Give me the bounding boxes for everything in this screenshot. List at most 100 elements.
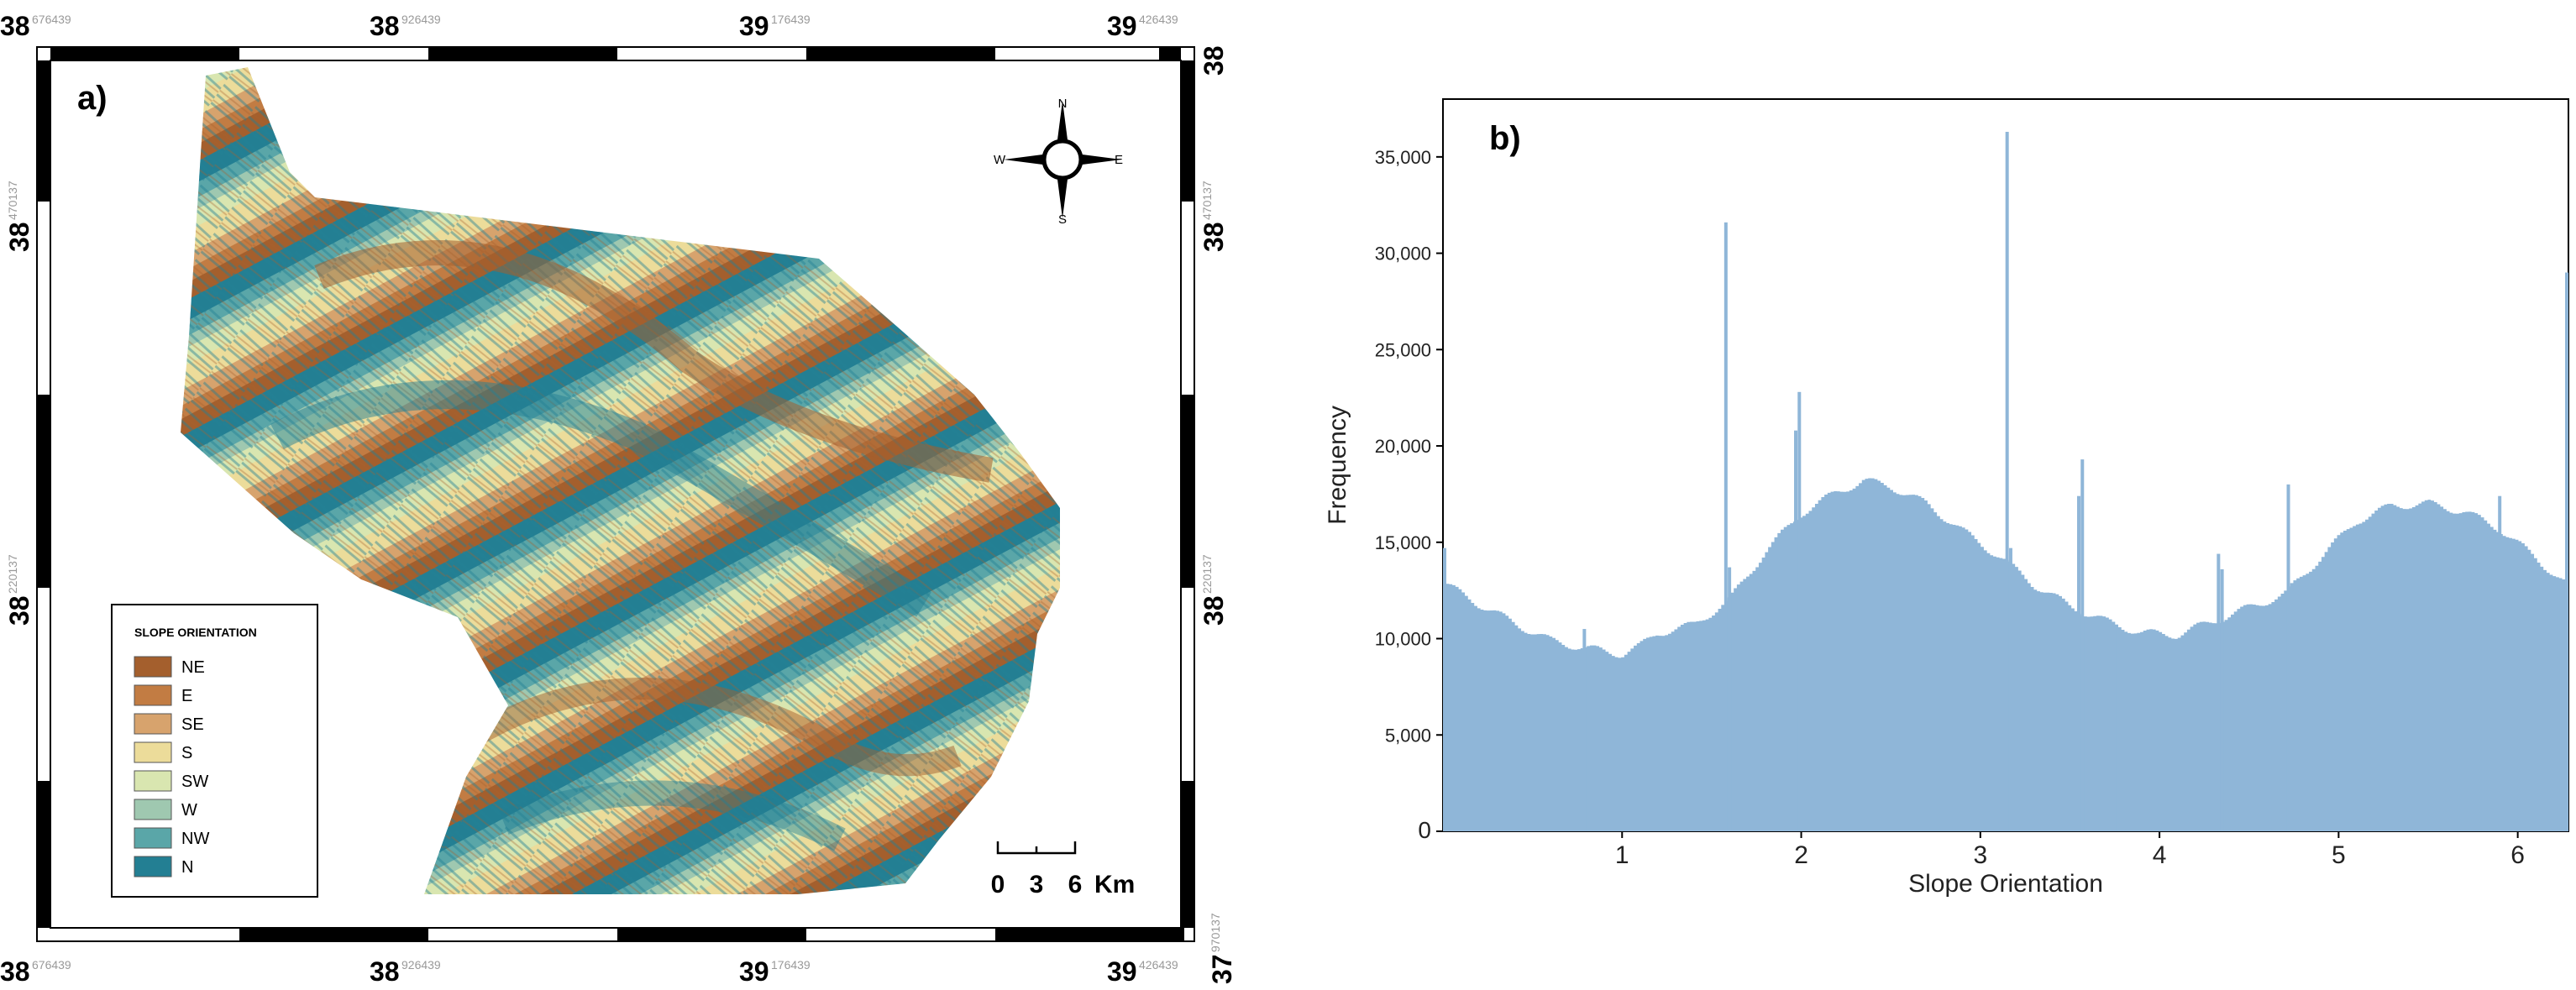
scale-bar: 0 3 6 Km [991,841,1135,898]
scale-bar-line [996,841,1077,855]
x-tick-label: 2 [1794,841,1808,869]
grid-label-sup: 426439 [1139,13,1178,26]
grid-label-sup: 470137 [6,181,19,220]
legend-swatch-ne [134,656,172,678]
grid-label-sup: 970137 [1209,913,1222,952]
x-tick-label: 3 [1973,841,1987,869]
legend-label-w: W [181,801,197,820]
legend-label-se: SE [181,715,204,734]
grid-label-main: 39 [739,11,769,41]
histogram-spike [2076,495,2080,831]
histogram-spike [2220,568,2224,831]
legend-swatch-e [134,684,172,706]
histogram-spike [1728,567,1732,831]
compass-n-label: N [1058,97,1068,111]
histogram-spike [2498,495,2502,831]
grid-label-main: 37 [1207,954,1237,984]
grid-label: 37 970137 [1207,913,1237,984]
grid-label: 39 426439 [1107,956,1178,987]
grid-label: 38 [1199,45,1229,76]
legend-swatch-n [134,856,172,877]
grid-label-sup: 176439 [771,13,811,26]
scale-unit: Km [1094,871,1135,898]
histogram-panel: 0 5,000 10,000 15,000 20,000 25,000 30,000 35,0… [1324,98,2569,898]
frame-tick-left [37,395,50,588]
legend-label-s: S [181,744,192,762]
legend-swatch-sw [134,770,172,792]
y-axis-ticks: 0 5,000 10,000 15,000 20,000 25,000 30,000 35,0… [1375,147,1443,843]
grid-label-main: 38 [4,222,34,252]
legend-label-ne: NE [181,658,205,677]
grid-label: 39 176439 [739,11,811,41]
frame-tick-left [37,781,50,928]
y-tick-label: 30,000 [1375,244,1431,265]
y-axis-label: Frequency [1324,406,1351,525]
grid-label-main: 39 [1107,11,1137,41]
frame-tick-top [428,47,617,60]
frame-tick-top [50,47,239,60]
grid-label-sup: 220137 [6,554,19,594]
x-axis-label: Slope Orientation [1908,870,2103,898]
grid-label-main: 38 [370,11,400,41]
x-tick-label: 6 [2510,841,2525,869]
y-tick-label: 20,000 [1375,436,1431,457]
compass-ring-icon [1041,139,1083,181]
frame-tick-bottom [995,928,1184,941]
legend-label-sw: SW [181,773,208,791]
legend-items: NE E SE S SW W NW N [134,656,209,877]
grid-label-sup: 220137 [1200,554,1214,594]
histogram-spike [1723,222,1728,831]
grid-label: 38 926439 [370,11,441,41]
x-tick-label: 4 [2153,841,2167,869]
grid-label-main: 38 [0,956,30,987]
legend-title: SLOPE ORIENTATION [134,626,257,639]
grid-label: 38 470137 [4,181,34,252]
histogram-spike [1797,391,1802,831]
scale-tick-3: 3 [1030,871,1044,898]
grid-label: 38 676439 [0,956,71,987]
histogram-spike [2005,132,2009,832]
grid-label: 39 176439 [739,956,811,987]
grid-label-sup: 470137 [1200,181,1214,220]
legend-swatch-nw [134,827,172,849]
histogram-spike [2112,625,2117,831]
grid-label-sup: 176439 [771,958,811,972]
frame-tick-top [806,47,995,60]
grid-label-main: 38 [0,11,30,41]
grid-label-main: 38 [1199,45,1229,76]
grid-label-main: 38 [4,595,34,626]
legend: SLOPE ORIENTATION NE E SE S SW W NW N [111,604,318,898]
legend-swatch-se [134,713,172,735]
histogram-bars [1443,132,2568,832]
histogram-spike [1443,547,1446,831]
histogram-spike [2008,547,2012,831]
scale-tick-0: 0 [991,871,1005,898]
legend-swatch-s [134,741,172,763]
grid-label-main: 39 [1107,956,1137,987]
frame-tick-right [1181,395,1194,588]
frame-tick-bottom [617,928,806,941]
legend-label-e: E [181,687,192,705]
grid-label-main: 38 [370,956,400,987]
histogram-spike [1582,629,1587,831]
y-tick-label: 5,000 [1385,725,1431,746]
x-axis-ticks: 1 2 3 4 5 6 [1615,831,2525,869]
map-frame-ticks [37,47,1194,941]
x-tick-label: 5 [2332,841,2346,869]
compass-w-label: W [994,153,1006,167]
grid-label: 39 426439 [1107,11,1178,41]
frame-tick-right [1181,60,1194,202]
grid-label-sup: 926439 [401,13,441,26]
x-tick-label: 1 [1615,841,1629,869]
grid-label-sup: 926439 [401,958,441,972]
histogram-panel-label: b) [1489,120,1521,157]
histogram-spike [2565,272,2568,831]
grid-label: 38 470137 [1199,181,1229,252]
legend-label-nw: NW [181,830,209,848]
grid-label-sup: 676439 [32,13,71,26]
y-tick-label: 0 [1418,817,1431,843]
